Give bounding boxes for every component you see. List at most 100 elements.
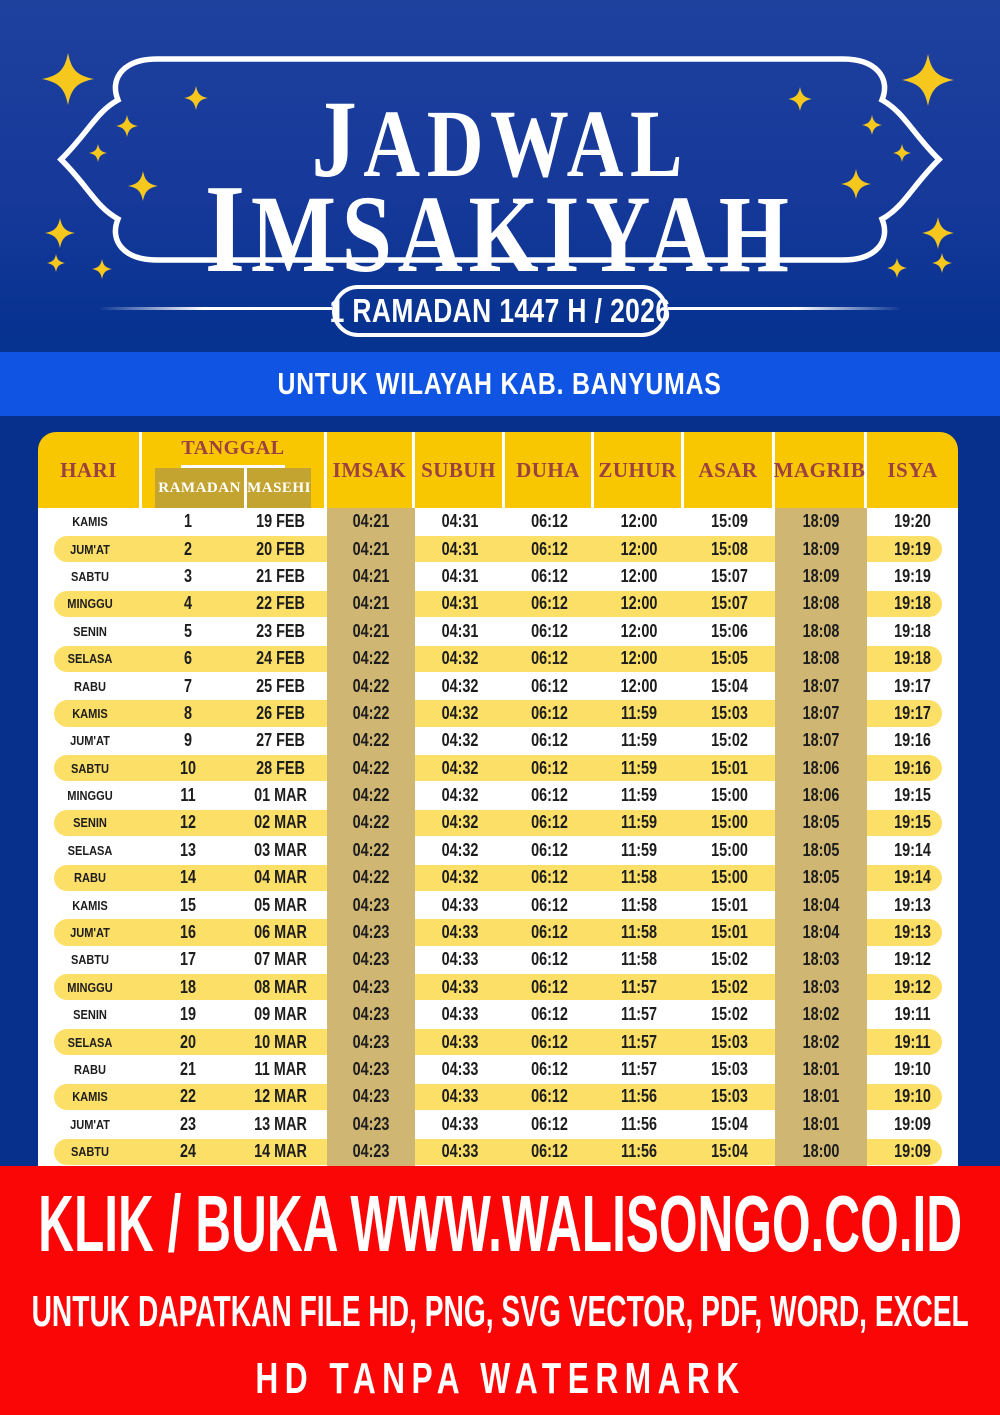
cell-isya: 19:12 bbox=[894, 976, 931, 997]
header-subuh: SUBUH bbox=[415, 432, 505, 508]
cell-subuh: 04:32 bbox=[441, 675, 479, 696]
cell-asar: 15:07 bbox=[711, 593, 748, 614]
cell-ramadan: 18 bbox=[179, 976, 197, 997]
cell-masehi: 07 MAR bbox=[254, 949, 307, 970]
table-row: SABTU 3 21 FEB 04:21 04:31 06:12 12:00 15:07 18:… bbox=[38, 563, 958, 590]
title-line-2: IMSAKIYAH bbox=[205, 159, 795, 299]
cell-isya: 19:18 bbox=[894, 593, 931, 614]
cell-asar: 15:03 bbox=[711, 702, 748, 723]
sparkle-star-icons bbox=[42, 53, 954, 279]
cell-ramadan: 19 bbox=[179, 1004, 197, 1025]
cell-hari: RABU bbox=[74, 870, 106, 886]
cell-ramadan: 12 bbox=[179, 812, 197, 833]
table-row: JUM'AT 16 06 MAR 04:23 04:33 06:12 11:58 15:01 1… bbox=[38, 919, 958, 947]
cell-hari: SELASA bbox=[67, 651, 113, 667]
cell-duha: 06:12 bbox=[531, 593, 568, 614]
cell-hari: SABTU bbox=[70, 952, 110, 968]
cell-magrib: 18:04 bbox=[802, 894, 840, 915]
cell-magrib: 18:08 bbox=[802, 593, 840, 614]
cell-zuhur: 12:00 bbox=[620, 620, 658, 641]
cell-hari: JUM'AT bbox=[70, 925, 110, 941]
cell-hari: JUM'AT bbox=[70, 733, 110, 749]
header-magrib: MAGRIB bbox=[774, 432, 867, 508]
schedule-table-header: HARI TANGGAL RAMADAN MASEHI IMSAK SUBUH … bbox=[38, 432, 958, 508]
table-row: MINGGU 11 01 MAR 04:22 04:32 06:12 11:59 15:00 1… bbox=[38, 782, 958, 809]
cell-zuhur: 11:59 bbox=[620, 730, 658, 751]
cell-subuh: 04:33 bbox=[441, 1004, 479, 1025]
cell-imsak: 04:22 bbox=[352, 839, 390, 860]
cell-imsak: 04:22 bbox=[352, 812, 390, 833]
cell-asar: 15:04 bbox=[711, 1113, 748, 1134]
cell-imsak: 04:23 bbox=[352, 1004, 390, 1025]
cell-asar: 15:02 bbox=[711, 949, 748, 970]
cell-ramadan: 22 bbox=[179, 1086, 197, 1107]
region-banner: UNTUK WILAYAH KAB. BANYUMAS bbox=[0, 352, 1000, 416]
cell-duha: 06:12 bbox=[531, 1113, 568, 1134]
cell-asar: 15:08 bbox=[711, 538, 748, 559]
table-row: RABU 21 11 MAR 04:23 04:33 06:12 11:57 15:03 18:… bbox=[38, 1056, 958, 1083]
cell-magrib: 18:01 bbox=[802, 1086, 840, 1107]
cell-magrib: 18:01 bbox=[802, 1059, 840, 1079]
header-masehi: MASEHI bbox=[247, 468, 311, 508]
cell-duha: 06:12 bbox=[531, 702, 568, 723]
cell-duha: 06:12 bbox=[531, 511, 568, 532]
cell-masehi: 04 MAR bbox=[254, 867, 307, 888]
promo-url-link[interactable]: KLIK / BUKA WWW.WALISONGO.CO.ID bbox=[38, 1178, 962, 1268]
cell-magrib: 18:00 bbox=[802, 1141, 840, 1162]
cell-magrib: 18:07 bbox=[802, 702, 840, 723]
cell-zuhur: 11:58 bbox=[620, 867, 658, 888]
cell-imsak: 04:23 bbox=[352, 976, 390, 997]
table-row: SABTU 17 07 MAR 04:23 04:33 06:12 11:58 15:02 18… bbox=[38, 946, 958, 973]
cell-isya: 19:11 bbox=[894, 1004, 931, 1025]
cell-subuh: 04:32 bbox=[441, 702, 479, 723]
cell-asar: 15:01 bbox=[711, 757, 748, 778]
cell-zuhur: 11:57 bbox=[620, 1031, 658, 1052]
table-row: SENIN 19 09 MAR 04:23 04:33 06:12 11:57 15:02 18… bbox=[38, 1001, 958, 1028]
stripe-magrib bbox=[775, 508, 867, 1166]
cell-duha: 06:12 bbox=[531, 1141, 568, 1162]
cell-imsak: 04:22 bbox=[352, 648, 390, 669]
cell-masehi: 14 MAR bbox=[254, 1141, 307, 1162]
cell-hari: MINGGU bbox=[67, 788, 113, 804]
cell-subuh: 04:33 bbox=[441, 1059, 479, 1079]
hero-section: JADWAL IMSAKIYAH 1 RAMADAN 1447 H / 2026 bbox=[0, 0, 1000, 352]
cell-subuh: 04:32 bbox=[441, 757, 479, 778]
cell-ramadan: 11 bbox=[180, 785, 196, 806]
cell-zuhur: 12:00 bbox=[620, 538, 658, 559]
cell-subuh: 04:33 bbox=[441, 1113, 479, 1134]
badge-rule-left bbox=[98, 307, 332, 310]
cell-masehi: 23 FEB bbox=[256, 620, 305, 641]
cell-isya: 19:10 bbox=[894, 1086, 931, 1107]
cell-isya: 19:19 bbox=[894, 565, 931, 586]
cell-asar: 15:04 bbox=[711, 1141, 748, 1162]
cell-ramadan: 17 bbox=[179, 949, 197, 970]
sparkle-star-icon bbox=[788, 87, 812, 111]
header-imsak: IMSAK bbox=[327, 432, 415, 508]
cell-duha: 06:12 bbox=[531, 675, 568, 696]
cell-ramadan: 24 bbox=[179, 1141, 197, 1162]
cell-masehi: 01 MAR bbox=[254, 785, 307, 806]
cell-asar: 15:01 bbox=[711, 894, 748, 915]
cell-asar: 15:03 bbox=[711, 1031, 748, 1052]
cell-duha: 06:12 bbox=[531, 839, 568, 860]
cell-hari: KAMIS bbox=[72, 1089, 108, 1105]
cell-imsak: 04:21 bbox=[352, 593, 390, 614]
cell-imsak: 04:23 bbox=[352, 1031, 390, 1052]
sparkle-star-icon bbox=[862, 115, 882, 135]
cell-hari: SELASA bbox=[67, 842, 113, 858]
table-row: JUM'AT 23 13 MAR 04:23 04:33 06:12 11:56 15:04 1… bbox=[38, 1111, 958, 1138]
cell-subuh: 04:33 bbox=[441, 976, 479, 997]
cell-masehi: 10 MAR bbox=[254, 1031, 307, 1052]
cell-subuh: 04:33 bbox=[441, 1031, 479, 1052]
cell-imsak: 04:23 bbox=[352, 949, 390, 970]
cell-zuhur: 11:59 bbox=[620, 785, 658, 806]
cell-magrib: 18:03 bbox=[802, 976, 840, 997]
cell-asar: 15:09 bbox=[711, 511, 748, 532]
cell-magrib: 18:04 bbox=[802, 922, 840, 943]
cell-hari: JUM'AT bbox=[70, 1116, 110, 1132]
cell-subuh: 04:31 bbox=[441, 511, 479, 532]
cell-isya: 19:14 bbox=[894, 867, 931, 888]
cell-masehi: 11 MAR bbox=[254, 1059, 307, 1079]
cell-subuh: 04:33 bbox=[441, 922, 479, 943]
cell-hari: SABTU bbox=[70, 568, 110, 584]
